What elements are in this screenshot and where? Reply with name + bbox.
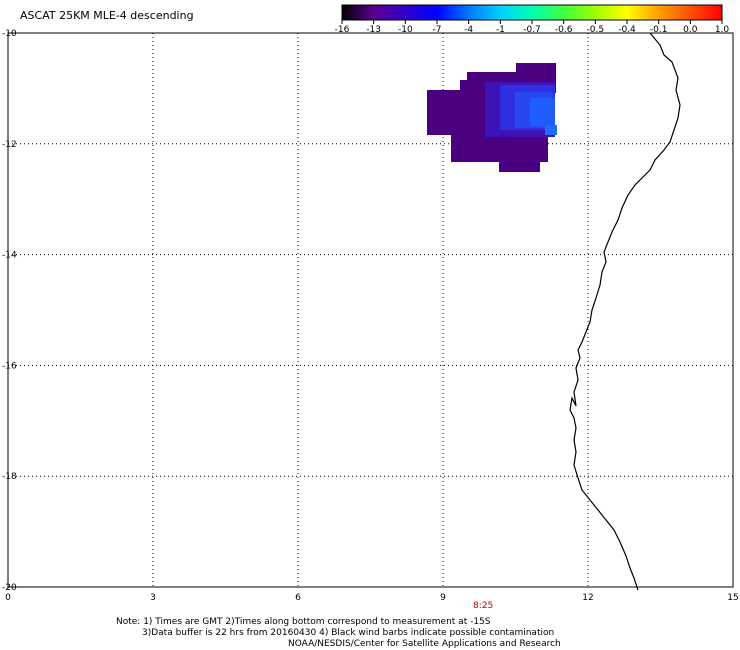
colorbar-tick-label: -10 [398, 25, 413, 35]
swath-block [530, 98, 555, 126]
swath-block [499, 150, 540, 172]
x-tick-label: 0 [5, 593, 11, 603]
x-tick-label: 3 [150, 593, 156, 603]
y-tick-label: -20 [2, 583, 17, 593]
colorbar-tick-label: -1 [496, 25, 505, 35]
y-tick-label: -18 [2, 472, 17, 482]
coastline [569, 32, 681, 591]
pass-time-label: 8:25 [473, 601, 494, 611]
x-tick-label: 12 [582, 593, 593, 603]
y-tick-label: -14 [2, 251, 17, 261]
note-line-1: Note: 1) Times are GMT 2)Times along bot… [116, 617, 491, 627]
colorbar-tick-label: -0.1 [650, 25, 668, 35]
colorbar-tick-label: -0.6 [555, 25, 573, 35]
y-tick-label: -12 [2, 140, 17, 150]
map-frame [7, 32, 734, 588]
colorbar-tick-label: -0.4 [618, 25, 636, 35]
swath-block [545, 125, 557, 135]
swath-block [467, 72, 517, 82]
colorbar-gradient [341, 4, 723, 21]
note-line-3: NOAA/NESDIS/Center for Satellite Applica… [288, 639, 561, 649]
colorbar [341, 4, 723, 24]
map-title: ASCAT 25KM MLE-4 descending [20, 9, 194, 22]
colorbar-labels: -16 -13 -10 -7 -4 -1 -0.7 -0.6 -0.5 -0.4 -0.1 0.0 1.… [335, 25, 730, 35]
colorbar-tick-label: 0.0 [683, 25, 698, 35]
colorbar-tick-label: -13 [366, 25, 381, 35]
x-tick-label: 6 [295, 593, 301, 603]
note-line-2: 3)Data buffer is 22 hrs from 20160430 4)… [142, 628, 555, 638]
colorbar-tick-label: -4 [464, 25, 473, 35]
x-tick-label: 15 [727, 593, 738, 603]
colorbar-tick-label: -7 [433, 25, 442, 35]
colorbar-tick-label: -0.5 [587, 25, 605, 35]
y-tick-label: -16 [2, 361, 17, 371]
colorbar-tick-label: -16 [335, 25, 350, 35]
scatterometer-swath [427, 63, 557, 172]
colorbar-tick-label: 1.0 [715, 25, 730, 35]
y-tick-label: -10 [2, 29, 17, 39]
colorbar-tick-label: -0.7 [523, 25, 541, 35]
x-tick-label: 9 [440, 593, 446, 603]
map-grid: 0 3 6 9 12 15 -10 -12 -14 -16 -18 -20 [2, 29, 739, 603]
